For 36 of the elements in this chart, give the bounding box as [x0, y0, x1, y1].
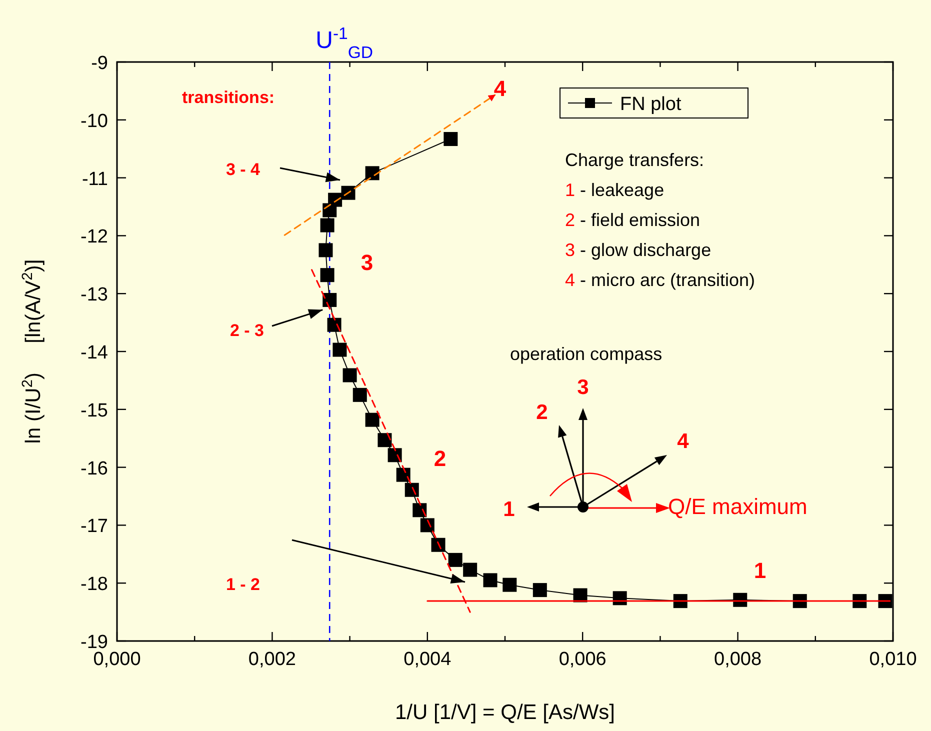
annotation: transitions:: [182, 88, 275, 107]
annotation: 1 - 2: [226, 575, 260, 594]
x-tick-label: 0,004: [404, 649, 452, 670]
annotation: 3: [360, 250, 374, 275]
annotation: 4: [677, 430, 690, 453]
annotation: 1 - leakeage: [565, 180, 664, 200]
legend-label: FN plot: [620, 94, 682, 115]
y-tick-label: -15: [80, 400, 108, 422]
annotation: 2: [434, 446, 446, 471]
annotation: 3 - 4: [226, 160, 261, 179]
annotation: operation compass: [510, 344, 662, 364]
annotation: 1: [503, 498, 516, 521]
annotation: 3 - glow discharge: [565, 240, 712, 260]
annotation: 2 - field emission: [565, 210, 700, 230]
y-tick-label: -11: [82, 168, 108, 190]
y-tick-label: -13: [80, 284, 108, 306]
y-tick-label: -18: [80, 574, 108, 596]
annotation: 4 - micro arc (transition): [565, 270, 756, 290]
x-tick-label: 0,006: [558, 649, 606, 670]
y-tick-label: -9: [91, 53, 108, 74]
annotation: 2 - 3: [230, 321, 264, 340]
y-tick-label: -12: [80, 226, 108, 248]
y-tick-label: -10: [80, 110, 108, 132]
annotation: 4: [494, 76, 507, 101]
annotation: 3: [577, 376, 589, 399]
y-tick-label: -16: [80, 458, 108, 480]
y-tick-label: -14: [80, 342, 108, 364]
annotation: 1: [754, 558, 766, 583]
annotation: Charge transfers:: [565, 150, 704, 170]
annotation: 2: [536, 401, 548, 424]
x-tick-label: 0,010: [869, 649, 917, 670]
x-tick-label: 0,008: [714, 649, 762, 670]
annotation: Q/E maximum: [668, 494, 808, 519]
y-tick-label: -17: [80, 516, 108, 538]
x-axis-title: 1/U [1/V] = Q/E [As/Ws]: [395, 701, 615, 724]
x-tick-label: 0,002: [248, 649, 296, 670]
